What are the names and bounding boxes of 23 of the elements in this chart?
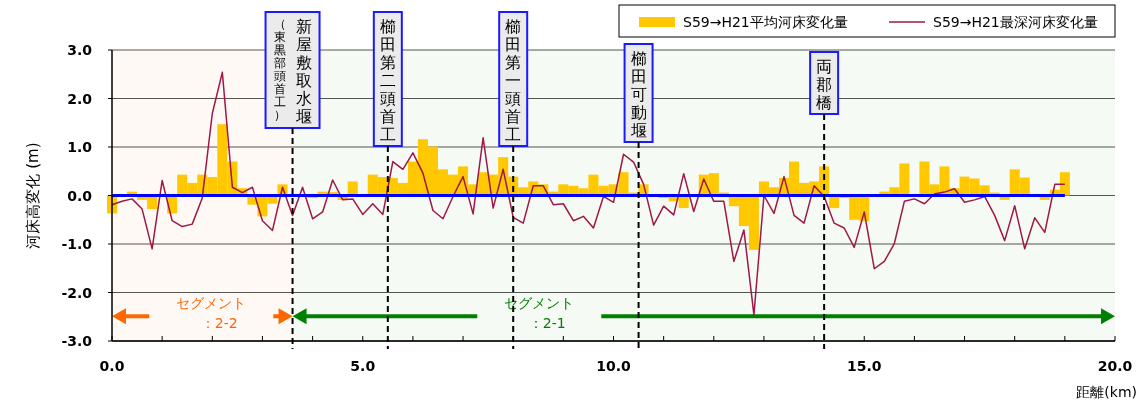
y-tick-label: 2.0: [67, 90, 93, 107]
y-tick-label: -3.0: [61, 333, 93, 349]
y-tick-label: -2.0: [61, 284, 93, 301]
annotation: （東黒部頭首工）: [273, 17, 286, 122]
ref-line-label: 櫛田第二頭首工: [379, 17, 396, 144]
ref-line-label: 櫛田第一頭首工: [505, 17, 522, 144]
y-tick-label: 3.0: [67, 42, 93, 58]
x-tick-label: 10.0: [596, 358, 632, 374]
x-tick-label: 20.0: [1097, 358, 1133, 374]
x-tick-label: 0.0: [99, 358, 125, 374]
x-tick-label: 15.0: [846, 358, 882, 374]
x-tick-label: 5.0: [350, 358, 376, 374]
ref-line-label: 新屋敷取水堰: [294, 17, 312, 126]
ref-line-label: 櫛田可動堰: [629, 49, 647, 140]
legend-label: S59→H21平均河床変化量: [683, 14, 848, 30]
y-axis-title: 河床高変化 (m): [24, 142, 42, 249]
y-tick-label: -1.0: [61, 236, 93, 252]
band-label: セグメント：2-2: [176, 295, 247, 332]
y-tick-label: 1.0: [67, 139, 93, 155]
legend-label: S59→H21最深河床変化量: [933, 14, 1098, 30]
ref-line-label: 両郡橋: [816, 57, 833, 112]
y-tick-label: 0.0: [67, 187, 93, 204]
x-axis-title: 距離(km): [1076, 384, 1137, 400]
